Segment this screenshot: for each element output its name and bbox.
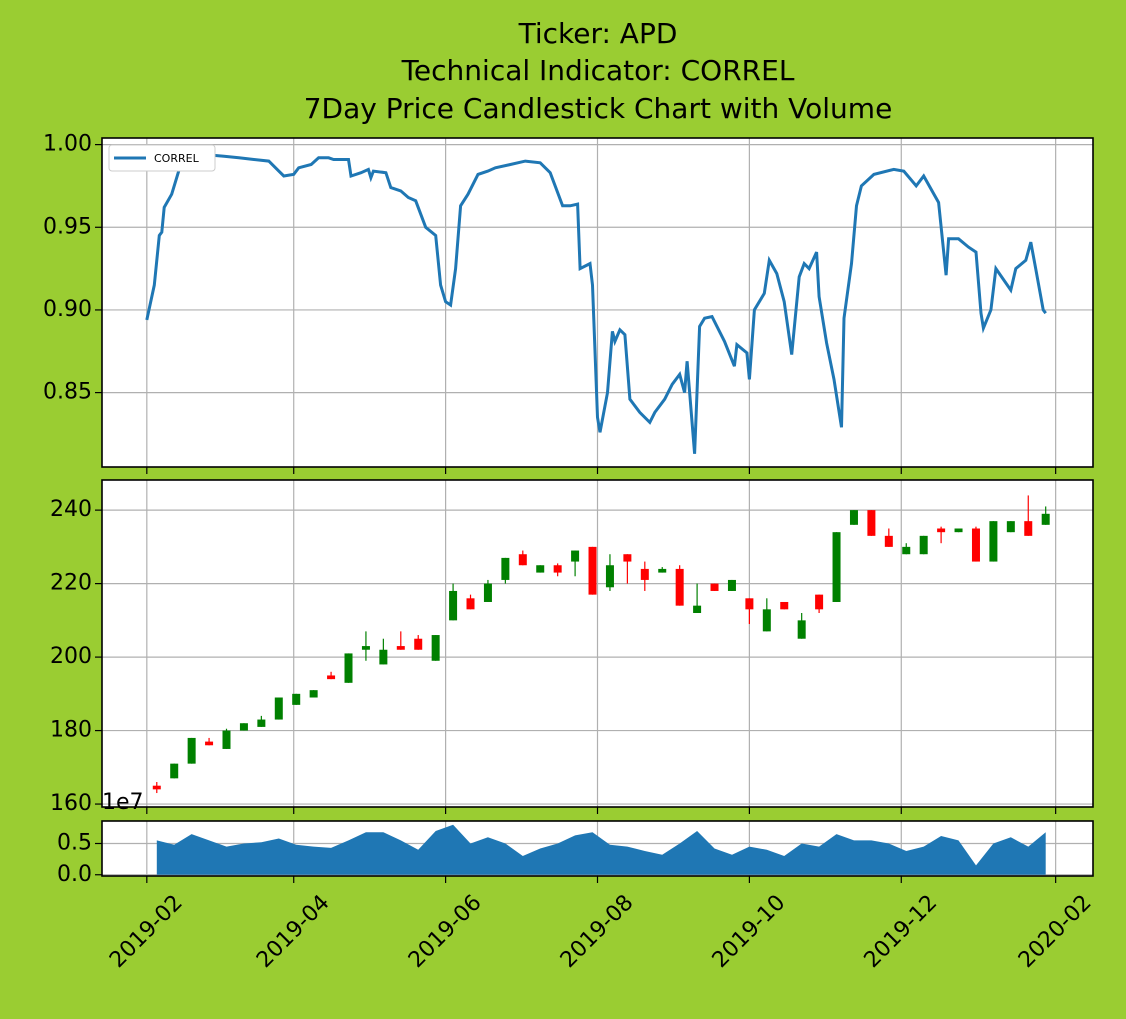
candle-body [884,535,893,547]
candle-body [553,565,562,573]
candle-body [867,510,876,536]
title-line: 7Day Price Candlestick Chart with Volume [304,92,893,125]
candle-body [257,719,266,727]
y-tick-label: 0.85 [43,380,92,405]
candle-body [762,609,771,632]
candle-body [849,510,858,525]
candle-body [361,646,370,650]
legend-label: CORREL [154,152,200,165]
y-tick-label: 0.95 [43,214,92,239]
y-offset-label: 1e7 [102,790,144,815]
y-tick-label: 1.00 [43,132,92,157]
candle-body [1006,521,1015,533]
plot-frame [101,137,1094,468]
y-tick-label: 180 [50,718,92,743]
candle-body [431,635,440,661]
candle-body [483,583,492,602]
legend: CORREL [108,144,216,172]
candle-body [954,528,963,533]
candle-body [640,568,649,580]
candle-body [466,598,475,610]
candle-body [292,693,301,705]
y-tick-label: 0.5 [57,831,92,856]
candle-body [623,554,632,562]
legend-box [108,144,216,172]
line-series [145,152,1047,454]
y-tick-label: 200 [50,644,92,669]
candle-body [309,690,318,698]
y-tick-label: 220 [50,571,92,596]
candle-body [187,737,196,764]
candle-body [937,528,946,533]
candle-body [658,568,667,573]
candle-body [693,605,702,614]
candle-body [274,697,283,720]
candle-body [205,741,214,746]
candle-body [1024,521,1033,536]
candle-body [152,785,161,790]
candle-body [745,598,754,610]
candle-body [396,646,405,650]
candle-body [449,590,458,621]
candle-body [605,565,614,588]
candle-body [344,653,353,683]
candle-body [780,601,789,610]
volume-area [156,824,1046,875]
candle-body [501,557,510,580]
candle-body [797,620,806,639]
y-tick-label: 0.90 [43,297,92,322]
candle-body [379,649,388,665]
y-tick-label: 0.0 [57,862,92,887]
candle-body [832,532,841,602]
candle-body [1041,513,1050,525]
plot-frame [101,479,1094,808]
candle-body [727,579,736,591]
candle-body [327,675,336,680]
plot-frame [101,820,1094,877]
candle-body [971,528,980,562]
candle-body [675,568,684,606]
title-line: Technical Indicator: CORREL [401,54,795,87]
candle-body [536,565,545,573]
candle-body [902,546,911,555]
candle-body [919,535,928,555]
y-tick-label: 240 [50,497,92,522]
candle-body [222,730,231,749]
candle-body [414,638,423,650]
candle-body [815,594,824,610]
candle-body [170,763,179,779]
candle-body [239,723,248,731]
candle-body [588,546,597,595]
candle-body [571,550,580,562]
y-tick-label: 160 [50,791,92,816]
title-line: Ticker: APD [518,17,678,50]
candle-body [518,554,527,566]
candle-body [710,583,719,591]
candle-body [989,521,998,562]
